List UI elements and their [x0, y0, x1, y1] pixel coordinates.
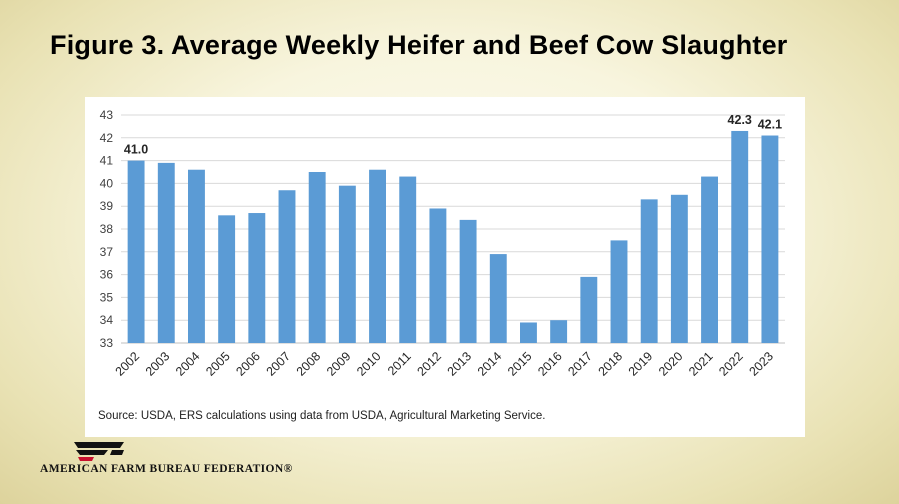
y-tick-label: 39 — [100, 199, 114, 213]
y-tick-label: 43 — [100, 108, 114, 122]
bar — [308, 172, 326, 343]
y-tick-label: 37 — [100, 245, 114, 259]
x-tick-label: 2008 — [294, 349, 324, 379]
y-tick-label: 38 — [100, 222, 114, 236]
x-tick-label: 2015 — [505, 349, 535, 379]
x-tick-label: 2004 — [173, 349, 203, 379]
bar — [218, 215, 236, 343]
bar — [429, 208, 447, 343]
y-tick-label: 40 — [100, 176, 114, 190]
y-tick-label: 42 — [100, 131, 114, 145]
data-label: 42.1 — [758, 118, 782, 132]
x-tick-label: 2002 — [113, 349, 143, 379]
x-tick-label: 2017 — [565, 349, 595, 379]
y-tick-label: 34 — [100, 313, 114, 327]
x-tick-label: 2022 — [716, 349, 746, 379]
bar — [338, 185, 356, 343]
x-tick-label: 2014 — [475, 349, 505, 379]
data-label: 41.0 — [124, 143, 148, 157]
x-tick-label: 2018 — [596, 349, 626, 379]
bar — [520, 322, 537, 343]
x-tick-label: 2007 — [264, 349, 294, 379]
bar — [610, 240, 628, 343]
x-tick-label: 2012 — [414, 349, 444, 379]
bar — [399, 176, 417, 343]
chart-panel: 33 34 35 36 37 38 39 40 41 42 43 2002 2003 2004 2005 20… — [85, 97, 805, 437]
bar — [761, 135, 779, 343]
x-tick-label: 2011 — [385, 349, 414, 378]
bar — [580, 276, 598, 343]
bar — [248, 213, 266, 343]
bar — [127, 160, 145, 343]
bar — [731, 130, 749, 343]
x-tick-label: 2023 — [746, 349, 776, 379]
x-tick-label: 2006 — [233, 349, 263, 379]
x-tick-label: 2021 — [686, 349, 716, 379]
y-tick-label: 36 — [100, 268, 114, 282]
x-tick-label: 2003 — [143, 349, 173, 379]
slide-title: Figure 3. Average Weekly Heifer and Beef… — [50, 30, 788, 60]
x-tick-label: 2016 — [535, 349, 565, 379]
source-note: Source: USDA, ERS calculations using dat… — [98, 410, 546, 422]
bar — [489, 254, 507, 343]
x-tick-label: 2013 — [445, 349, 475, 379]
bar — [550, 320, 568, 343]
bar — [701, 176, 718, 343]
bar — [670, 194, 688, 343]
bar — [188, 169, 205, 343]
bar — [157, 162, 175, 343]
x-tick-label: 2005 — [203, 349, 233, 379]
x-tick-label: 2020 — [656, 349, 686, 379]
x-tick-label: 2019 — [626, 349, 656, 379]
x-tick-label: 2010 — [354, 349, 384, 379]
bar — [369, 169, 386, 343]
y-tick-label: 33 — [100, 336, 114, 350]
x-tick-label: 2009 — [324, 349, 354, 379]
data-label: 42.3 — [728, 113, 752, 127]
logo-text: AMERICAN FARM BUREAU FEDERATION® — [40, 463, 293, 475]
y-tick-label: 35 — [100, 290, 114, 304]
bar — [278, 190, 296, 343]
y-tick-label: 41 — [100, 154, 114, 168]
bar — [459, 219, 477, 343]
afbf-logo-mark — [74, 442, 124, 461]
bar — [640, 199, 658, 343]
